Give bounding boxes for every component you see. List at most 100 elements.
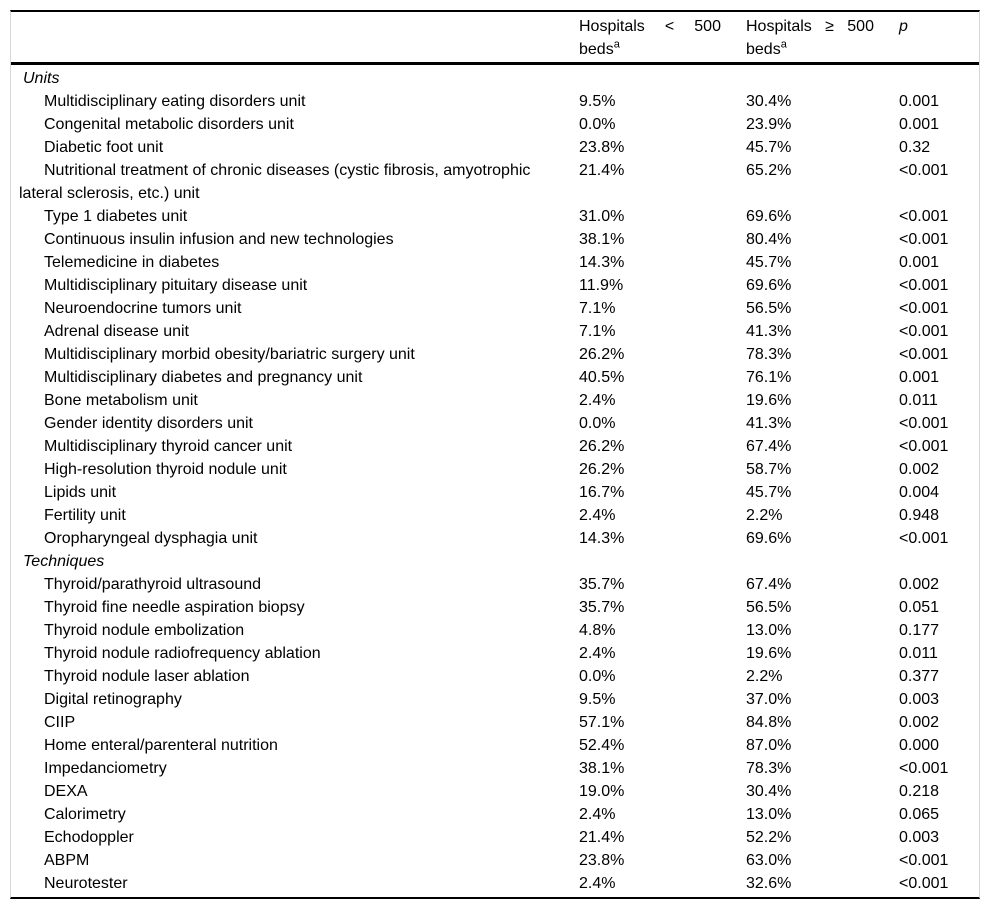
- value-hospitals-lt-500: [571, 67, 738, 90]
- p-value: 0.001: [899, 116, 940, 133]
- value-hospitals-ge-500: 65.2%: [746, 162, 792, 179]
- section-header-row: Units: [11, 67, 979, 90]
- row-label: Thyroid nodule laser ablation: [44, 668, 250, 685]
- p-value: <0.001: [899, 415, 949, 432]
- value-hospitals-ge-500: 52.2%: [746, 829, 792, 846]
- p-value: <0.001: [899, 277, 949, 294]
- row-label: Diabetic foot unit: [44, 139, 164, 156]
- table-row: ABPM 23.8% 63.0% <0.001: [11, 849, 979, 872]
- row-label: Multidisciplinary eating disorders unit: [44, 93, 306, 110]
- value-hospitals-ge-500: 84.8%: [746, 714, 792, 731]
- table-row: Echodoppler 21.4% 52.2% 0.003: [11, 826, 979, 849]
- value-hospitals-ge-500: 67.4%: [746, 576, 792, 593]
- value-hospitals-ge-500: 37.0%: [746, 691, 792, 708]
- value-hospitals-lt-500: 26.2%: [579, 461, 625, 478]
- row-label: Digital retinography: [44, 691, 182, 708]
- value-hospitals-lt-500: 21.4%: [579, 162, 625, 179]
- row-label: Neurotester: [44, 875, 128, 892]
- column-header-line2: bedsa: [579, 38, 738, 61]
- column-header-line1: Hospitals ≥ 500: [746, 15, 874, 38]
- value-hospitals-lt-500: 38.1%: [579, 231, 625, 248]
- p-value: 0.003: [899, 829, 940, 846]
- row-label: Calorimetry: [44, 806, 126, 823]
- value-hospitals-lt-500: 4.8%: [579, 622, 616, 639]
- value-hospitals-ge-500: 56.5%: [746, 300, 792, 317]
- table-row: Multidisciplinary thyroid cancer unit 26.…: [11, 435, 979, 458]
- p-value: [891, 67, 979, 90]
- value-hospitals-lt-500: 0.0%: [579, 415, 616, 432]
- p-value: 0.051: [899, 599, 940, 616]
- p-value: 0.948: [899, 507, 940, 524]
- table-row: Diabetic foot unit 23.8% 45.7% 0.32: [11, 136, 979, 159]
- value-hospitals-lt-500: 35.7%: [579, 576, 625, 593]
- table-row: Fertility unit 2.4% 2.2% 0.948: [11, 504, 979, 527]
- p-value: 0.002: [899, 461, 940, 478]
- header-word: beds: [579, 41, 614, 58]
- p-value: <0.001: [899, 438, 949, 455]
- value-hospitals-ge-500: 41.3%: [746, 323, 792, 340]
- value-hospitals-lt-500: 21.4%: [579, 829, 625, 846]
- p-value: <0.001: [899, 875, 949, 892]
- value-hospitals-ge-500: 30.4%: [746, 93, 792, 110]
- row-label: Multidisciplinary pituitary disease unit: [44, 277, 308, 294]
- value-hospitals-lt-500: 57.1%: [579, 714, 625, 731]
- value-hospitals-lt-500: 40.5%: [579, 369, 625, 386]
- column-header-line2: bedsa: [746, 38, 891, 61]
- table-row: CIIP 57.1% 84.8% 0.002: [11, 711, 979, 734]
- row-label: Thyroid fine needle aspiration biopsy: [44, 599, 305, 616]
- value-hospitals-ge-500: 41.3%: [746, 415, 792, 432]
- value-hospitals-ge-500: 23.9%: [746, 116, 792, 133]
- value-hospitals-lt-500: 9.5%: [579, 93, 616, 110]
- p-value: <0.001: [899, 208, 949, 225]
- value-hospitals-lt-500: 0.0%: [579, 116, 616, 133]
- row-label: ABPM: [44, 852, 90, 869]
- value-hospitals-ge-500: 76.1%: [746, 369, 792, 386]
- value-hospitals-ge-500: 69.6%: [746, 530, 792, 547]
- p-value: <0.001: [899, 852, 949, 869]
- row-label: Type 1 diabetes unit: [44, 208, 188, 225]
- p-value: 0.011: [899, 392, 938, 409]
- table-body: Units Multidisciplinary eating disorders …: [11, 65, 979, 897]
- p-value: 0.002: [899, 576, 940, 593]
- p-value: 0.000: [899, 737, 940, 754]
- row-label: Gender identity disorders unit: [44, 415, 253, 432]
- row-label: Adrenal disease unit: [44, 323, 189, 340]
- value-hospitals-ge-500: 58.7%: [746, 461, 792, 478]
- table-row: Impedanciometry 38.1% 78.3% <0.001: [11, 757, 979, 780]
- value-hospitals-ge-500: 45.7%: [746, 254, 792, 271]
- value-hospitals-ge-500: [738, 67, 891, 90]
- hospitals-comparison-table: Hospitals < 500 bedsa Hospitals ≥ 500 be…: [10, 10, 980, 899]
- p-value: 0.001: [899, 254, 940, 271]
- table-row: Bone metabolism unit 2.4% 19.6% 0.011: [11, 389, 979, 412]
- footnote-marker-a: a: [780, 38, 787, 51]
- table-row: Gender identity disorders unit 0.0% 41.3% <…: [11, 412, 979, 435]
- table-row: Thyroid/parathyroid ultrasound 35.7% 67.4%…: [11, 573, 979, 596]
- value-hospitals-lt-500: 19.0%: [579, 783, 625, 800]
- table-row: Calorimetry 2.4% 13.0% 0.065: [11, 803, 979, 826]
- value-hospitals-lt-500: 31.0%: [579, 208, 625, 225]
- header-word: Hospitals: [579, 18, 645, 35]
- table-row: Thyroid fine needle aspiration biopsy 35.…: [11, 596, 979, 619]
- table-row: Continuous insulin infusion and new tech…: [11, 228, 979, 251]
- table-row: Multidisciplinary morbid obesity/bariatr…: [11, 343, 979, 366]
- section-header-row: Techniques: [11, 550, 979, 573]
- value-hospitals-lt-500: 11.9%: [579, 277, 624, 294]
- value-hospitals-lt-500: 7.1%: [579, 323, 616, 340]
- row-label: Bone metabolism unit: [44, 392, 198, 409]
- row-label: Multidisciplinary morbid obesity/bariatr…: [44, 346, 415, 363]
- row-label: Impedanciometry: [44, 760, 167, 777]
- table-row: Multidisciplinary pituitary disease unit…: [11, 274, 979, 297]
- p-value: <0.001: [899, 231, 949, 248]
- table-row: High-resolution thyroid nodule unit 26.2%…: [11, 458, 979, 481]
- p-value: <0.001: [899, 323, 949, 340]
- table-row: Oropharyngeal dysphagia unit 14.3% 69.6% <0…: [11, 527, 979, 550]
- row-label: Oropharyngeal dysphagia unit: [44, 530, 258, 547]
- value-hospitals-ge-500: 78.3%: [746, 346, 792, 363]
- p-value: 0.32: [899, 139, 931, 156]
- value-hospitals-lt-500: 2.4%: [579, 645, 616, 662]
- value-hospitals-lt-500: 52.4%: [579, 737, 625, 754]
- row-label: Nutritional treatment of chronic disease…: [19, 162, 531, 202]
- value-hospitals-ge-500: 19.6%: [746, 645, 792, 662]
- row-label: Thyroid nodule embolization: [44, 622, 245, 639]
